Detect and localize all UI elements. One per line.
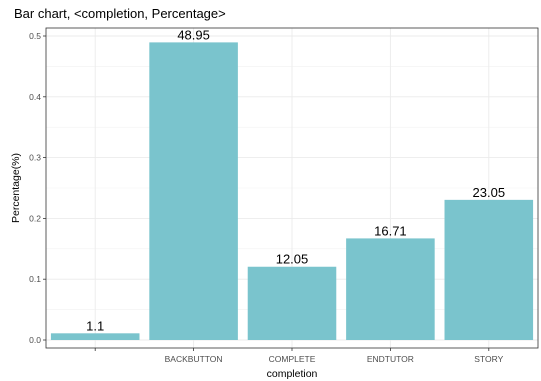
y-tick-label: 0.5 — [29, 31, 41, 41]
bar — [444, 199, 534, 340]
y-tick-label: 0.1 — [29, 274, 41, 284]
x-axis-ticks: BACKBUTTON COMPLETE ENDTUTOR STORY — [94, 348, 504, 364]
bar — [346, 238, 435, 340]
y-tick-label: 0.3 — [29, 153, 41, 163]
y-axis-ticks: 0.0 0.1 0.2 0.3 0.4 0.5 — [29, 31, 46, 345]
data-label: 16.71 — [374, 223, 407, 238]
x-tick-label: COMPLETE — [269, 354, 316, 364]
chart-title: Bar chart, <completion, Percentage> — [14, 6, 226, 21]
x-tick-label: BACKBUTTON — [165, 354, 223, 364]
y-tick-label: 0.4 — [29, 92, 41, 102]
data-label: 1.1 — [86, 318, 104, 333]
y-tick-label: 0.0 — [29, 335, 41, 345]
bar — [50, 333, 140, 340]
data-label: 48.95 — [177, 27, 210, 42]
data-labels: 1.1 48.95 12.05 16.71 23.05 — [86, 27, 505, 333]
x-tick-label: ENDTUTOR — [367, 354, 414, 364]
data-label: 23.05 — [473, 185, 506, 200]
y-tick-label: 0.2 — [29, 213, 41, 223]
bar — [149, 42, 238, 340]
bar — [247, 266, 337, 340]
x-axis-title: completion — [267, 368, 318, 380]
data-label: 12.05 — [276, 252, 309, 267]
bars — [50, 42, 534, 340]
y-axis-title: Percentage(%) — [10, 153, 22, 223]
x-tick-label: STORY — [474, 354, 503, 364]
